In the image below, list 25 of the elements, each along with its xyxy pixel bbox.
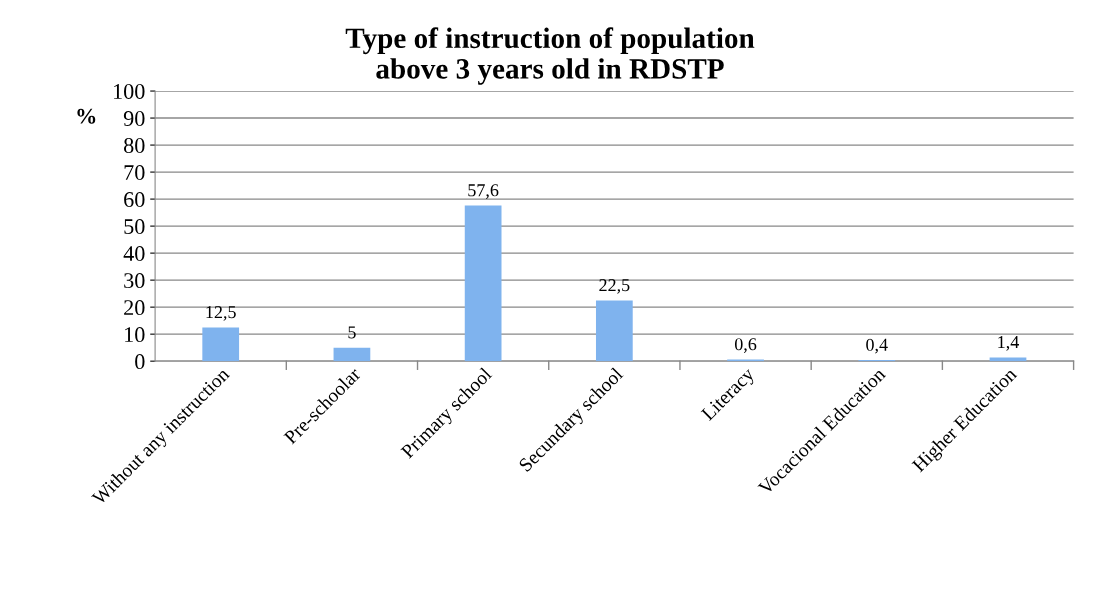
data-label: 5 [348, 326, 356, 339]
y-tick-label: 0 [135, 354, 145, 370]
data-label: 57,6 [468, 184, 499, 199]
y-tick-label: 20 [124, 300, 145, 316]
chart-title: Type of instruction of population above 3 years old in RDSTP [345, 27, 755, 85]
y-tick-label: 70 [124, 165, 145, 181]
y-tick-label: 90 [123, 110, 145, 126]
data-label: 0,4 [866, 338, 888, 354]
y-tick-label: 60 [124, 192, 145, 208]
y-axis-title: % [77, 108, 96, 124]
bar [202, 327, 240, 362]
data-label: 0,6 [734, 338, 757, 353]
y-tick-label: 30 [124, 273, 145, 289]
data-label: 12,5 [206, 306, 236, 321]
y-tick-label: 100 [114, 83, 145, 99]
y-tick-label: 40 [123, 246, 145, 262]
data-label: 1,4 [998, 336, 1019, 351]
y-tick-label: 80 [124, 138, 145, 153]
data-label: 22,5 [599, 279, 630, 294]
y-tick-label: 10 [125, 327, 145, 343]
bar [989, 357, 1027, 362]
bar [595, 300, 633, 362]
bar [464, 205, 502, 362]
bar [333, 347, 371, 362]
y-tick-label: 50 [124, 219, 145, 235]
